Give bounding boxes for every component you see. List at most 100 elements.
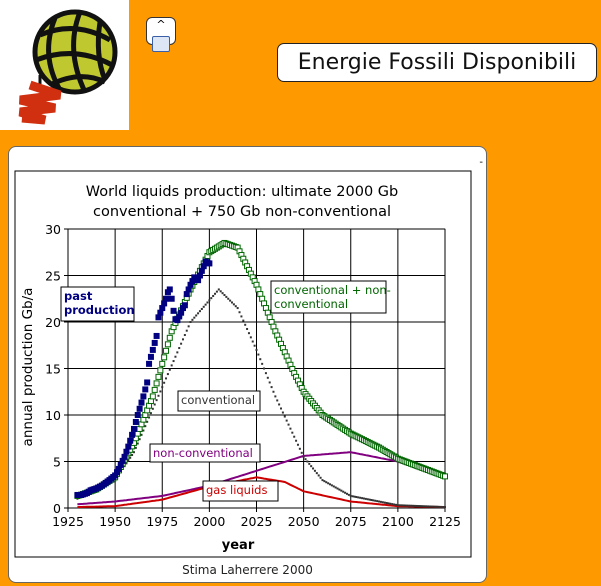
data-point	[208, 299, 211, 302]
data-point	[157, 309, 164, 316]
data-point	[249, 336, 252, 339]
data-point	[268, 381, 271, 384]
data-point	[151, 386, 158, 393]
data-point	[440, 505, 443, 508]
data-point	[183, 334, 186, 337]
data-point	[217, 288, 220, 291]
data-point	[227, 297, 230, 300]
data-point	[261, 362, 264, 365]
y-tick-label: 25	[45, 269, 61, 284]
data-point	[329, 483, 332, 486]
data-point	[398, 504, 401, 507]
data-point	[132, 451, 135, 454]
y-tick-label: 20	[45, 315, 61, 330]
data-point	[319, 476, 322, 479]
chart-caption: Stima Laherrere 2000	[182, 563, 313, 577]
data-point	[147, 353, 154, 360]
data-point	[285, 419, 288, 422]
data-point	[159, 360, 166, 367]
data-point	[153, 380, 160, 387]
data-point	[349, 494, 352, 497]
data-point	[125, 443, 132, 450]
data-point	[206, 301, 209, 304]
data-point	[174, 317, 181, 324]
data-point	[359, 496, 362, 499]
x-tick-label: 1950	[99, 514, 131, 529]
data-point	[151, 339, 158, 346]
annotation-label: conventional	[177, 390, 261, 412]
data-point	[263, 367, 266, 370]
data-point	[364, 497, 367, 500]
data-point	[310, 465, 313, 468]
data-point	[280, 407, 283, 410]
data-point	[408, 504, 411, 507]
annotation-box	[177, 390, 261, 412]
data-point	[345, 492, 348, 495]
data-point	[178, 347, 181, 350]
logo[interactable]	[0, 0, 129, 130]
collapse-toggle-button[interactable]: ^	[146, 17, 176, 52]
annotation-box	[270, 280, 387, 314]
data-point	[221, 292, 224, 295]
data-point	[438, 505, 441, 508]
data-point	[415, 504, 418, 507]
series-past-production	[74, 258, 213, 498]
data-point	[157, 367, 164, 374]
data-point	[427, 505, 430, 508]
x-tick-label: 1925	[52, 514, 84, 529]
data-point	[138, 399, 145, 406]
data-point	[432, 505, 435, 508]
data-point	[313, 469, 316, 472]
chevron-up-icon: ^	[156, 18, 166, 31]
data-point	[219, 290, 222, 293]
annotation-text: gas liquids	[206, 483, 267, 497]
data-point	[281, 411, 284, 414]
data-point	[119, 457, 126, 464]
data-point	[176, 351, 179, 354]
x-tick-label: 2000	[193, 514, 225, 529]
data-point	[159, 390, 162, 393]
y-axis-label: annual production Gb/a	[20, 288, 36, 447]
data-point	[289, 427, 292, 430]
data-point	[266, 376, 269, 379]
data-point	[240, 315, 243, 318]
annotation-label: non-conventional	[149, 443, 261, 463]
data-point	[402, 504, 405, 507]
data-point	[163, 381, 166, 384]
data-point	[400, 504, 403, 507]
data-point	[317, 474, 320, 477]
data-point	[378, 500, 381, 503]
series-gas-liquids	[77, 476, 446, 509]
data-point	[148, 416, 151, 419]
data-point	[183, 291, 190, 298]
data-point	[366, 498, 369, 501]
data-point	[417, 505, 420, 508]
data-point	[321, 479, 324, 482]
chart-title-line2: conventional + 750 Gb non-conventional	[93, 204, 391, 220]
data-point	[344, 491, 347, 494]
data-point	[419, 505, 422, 508]
series-line	[77, 476, 446, 509]
data-point	[298, 447, 301, 450]
data-point	[159, 305, 166, 312]
panel-dash: -	[479, 157, 483, 168]
data-point	[166, 373, 169, 376]
data-point	[129, 456, 132, 459]
data-point	[127, 437, 134, 444]
data-point	[342, 490, 345, 493]
data-point	[191, 318, 194, 321]
data-point	[149, 412, 152, 415]
data-point	[391, 503, 394, 506]
data-point	[442, 473, 448, 480]
data-point	[153, 403, 156, 406]
data-point	[151, 407, 154, 410]
data-point	[181, 338, 184, 341]
data-point	[195, 277, 202, 284]
data-point	[293, 435, 296, 438]
data-point	[383, 501, 386, 504]
data-point	[123, 448, 130, 455]
data-point	[204, 303, 207, 306]
data-point	[436, 505, 439, 508]
data-point	[287, 423, 290, 426]
x-tick-label: 2075	[335, 514, 367, 529]
